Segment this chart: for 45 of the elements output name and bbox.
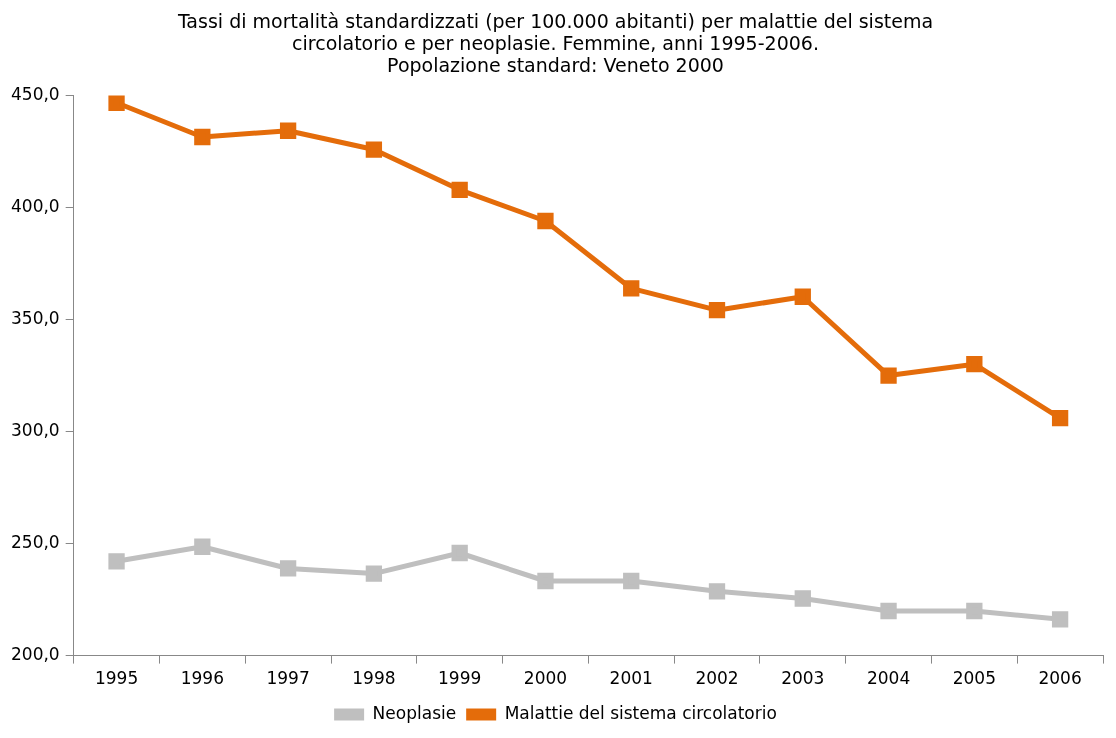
x-tick-label: 1997 xyxy=(266,668,310,689)
point xyxy=(708,583,726,600)
x-tick-label: 1999 xyxy=(438,668,482,689)
y-tick-label: 450,0 xyxy=(11,83,60,104)
point xyxy=(537,212,554,230)
point xyxy=(279,122,297,139)
x-tick-label: 2002 xyxy=(695,668,739,689)
point xyxy=(623,280,640,297)
x-tick-label: 2006 xyxy=(1038,668,1082,689)
x-tick-label: 1998 xyxy=(352,668,396,689)
point xyxy=(794,288,811,305)
point xyxy=(279,560,297,577)
point xyxy=(451,181,468,199)
point xyxy=(537,572,554,590)
point xyxy=(1051,611,1069,628)
x-tick-label: 2005 xyxy=(952,668,996,689)
y-tick-label: 300,0 xyxy=(11,420,60,440)
x-tick-label: 2003 xyxy=(781,668,825,689)
point xyxy=(880,602,897,620)
x-tick-label: 2001 xyxy=(609,668,653,689)
point xyxy=(966,602,983,620)
point xyxy=(194,538,211,555)
chart-title: Tassi di mortalità standardizzati (per 100.000 abitanti) per malattie del sistema circolatorio e per neoplasie. Femmine, anni 1995-2006. Popolazione standard: Veneto 2000 xyxy=(176,9,934,76)
y-tick-label: 400,0 xyxy=(11,195,60,216)
point xyxy=(451,544,468,562)
point xyxy=(794,590,811,607)
point xyxy=(108,95,125,111)
point xyxy=(194,128,211,146)
point xyxy=(1051,409,1069,427)
y-tick-label: 350,0 xyxy=(11,307,60,328)
legend-label: Neoplasie xyxy=(372,702,457,723)
point xyxy=(365,141,383,158)
point xyxy=(365,565,383,582)
point xyxy=(708,302,726,319)
x-tick-label: 2000 xyxy=(523,668,568,689)
point xyxy=(108,553,125,570)
legend-label: Malattie del sistema circolatorio xyxy=(504,702,777,723)
y-tick-label: 200,0 xyxy=(11,644,60,665)
point xyxy=(623,572,640,590)
x-tick-label: 1996 xyxy=(180,668,224,689)
point xyxy=(880,367,897,384)
x-tick-label: 1995 xyxy=(94,668,139,689)
x-tick-label: 2004 xyxy=(866,668,911,689)
point xyxy=(966,355,983,373)
y-tick-label: 250,0 xyxy=(11,532,60,553)
